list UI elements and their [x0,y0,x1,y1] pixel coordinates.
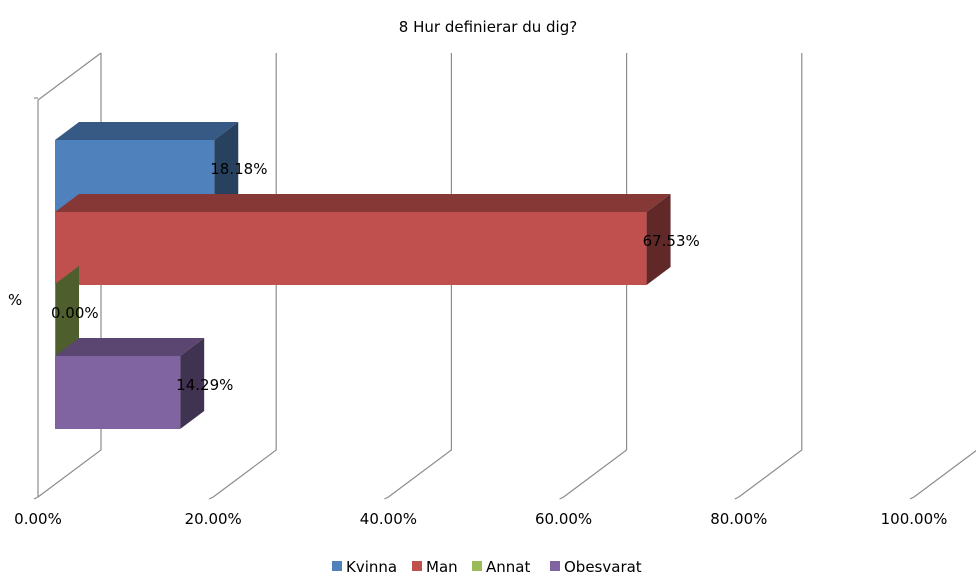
x-tick-mark [208,496,214,500]
legend-item-annat: Annat [472,558,530,576]
x-tick-label: 40.00% [360,510,417,528]
bars: 18.18% 67.53% 0.00% 14.29% [51,122,700,429]
x-tick-label: 20.00% [185,510,242,528]
legend-swatch [412,561,422,571]
bar-top-face [55,122,239,140]
bar-front-face [55,284,56,357]
legend-item-kvinna: Kvinna [332,558,397,576]
bar-side-face [180,338,205,429]
bar-value-label: 67.53% [643,232,700,250]
bar-value-label: 14.29% [176,376,233,394]
bar-side-face [646,194,671,285]
legend-label: Kvinna [346,558,397,576]
gridline [913,449,976,498]
x-tick-mark [909,496,915,500]
bar-value-label: 0.00% [51,304,99,322]
gridline [212,53,277,498]
bar-top-face [55,338,205,356]
legend-item-obesvarat: Obesvarat [550,558,642,576]
x-tick-mark [33,496,39,500]
gridline [563,53,628,498]
x-tick-mark [384,496,389,500]
bar-front-face [55,356,181,429]
legend-label: Annat [486,558,530,576]
left-wall-top-edge [37,52,102,101]
x-axis-ticks: 0.00% 20.00% 40.00% 60.00% 80.00% 100.00% [14,510,947,528]
chart-title: 8 Hur definierar du dig? [399,18,577,36]
x-tick-mark [734,496,740,500]
legend-label: Man [426,558,458,576]
bar-value-label: 18.18% [210,160,267,178]
bar-front-face [55,212,647,285]
x-tick-mark [559,496,564,500]
legend: Kvinna Man Annat Obesvarat [332,558,642,576]
bar-obesvarat: 14.29% [55,338,233,429]
x-tick-label: 80.00% [710,510,767,528]
bar-man: 67.53% [55,194,700,285]
legend-label: Obesvarat [564,558,642,576]
x-tick-label: 100.00% [881,510,948,528]
bar-top-face [55,194,671,212]
legend-item-man: Man [412,558,458,576]
legend-swatch [472,561,482,571]
category-axis-label: % [8,291,22,309]
bar-side-face [55,266,79,357]
x-tick-label: 60.00% [535,510,592,528]
gridline [388,53,452,498]
gridline [738,53,803,498]
bar-side-face [214,122,239,213]
legend-swatch [332,561,342,571]
legend-swatch [550,561,560,571]
bar-annat: 0.00% [51,266,99,357]
x-tick-label: 0.00% [14,510,62,528]
